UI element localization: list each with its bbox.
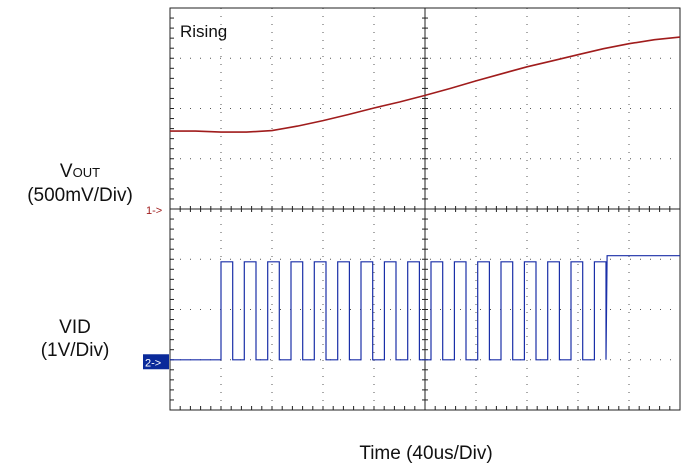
annotation-rising: Rising bbox=[180, 22, 227, 41]
ch1-vout-trace bbox=[170, 36, 681, 133]
scope-traces bbox=[170, 36, 681, 361]
ch2-label-main: VID bbox=[59, 317, 91, 338]
scope-frame bbox=[169, 7, 681, 411]
ch1-label-sub: OUT bbox=[72, 165, 101, 180]
x-axis-label: Time (40us/Div) bbox=[359, 443, 493, 464]
ch1-marker: 1-> bbox=[146, 205, 162, 217]
ch2-label: VID (1V/Div) bbox=[0, 316, 150, 362]
ch1-label: VOUT (500mV/Div) bbox=[0, 160, 160, 207]
ch2-scale: (1V/Div) bbox=[40, 340, 110, 361]
ch1-scale: (500mV/Div) bbox=[27, 185, 133, 206]
ch2-marker-box bbox=[143, 354, 169, 370]
scope-grid bbox=[169, 7, 681, 411]
ch1-label-main: V bbox=[59, 161, 73, 182]
ch2-marker: 2-> bbox=[145, 357, 161, 369]
channel-markers: 1-> 2-> bbox=[143, 205, 169, 370]
ch2-vid-trace bbox=[170, 255, 680, 361]
